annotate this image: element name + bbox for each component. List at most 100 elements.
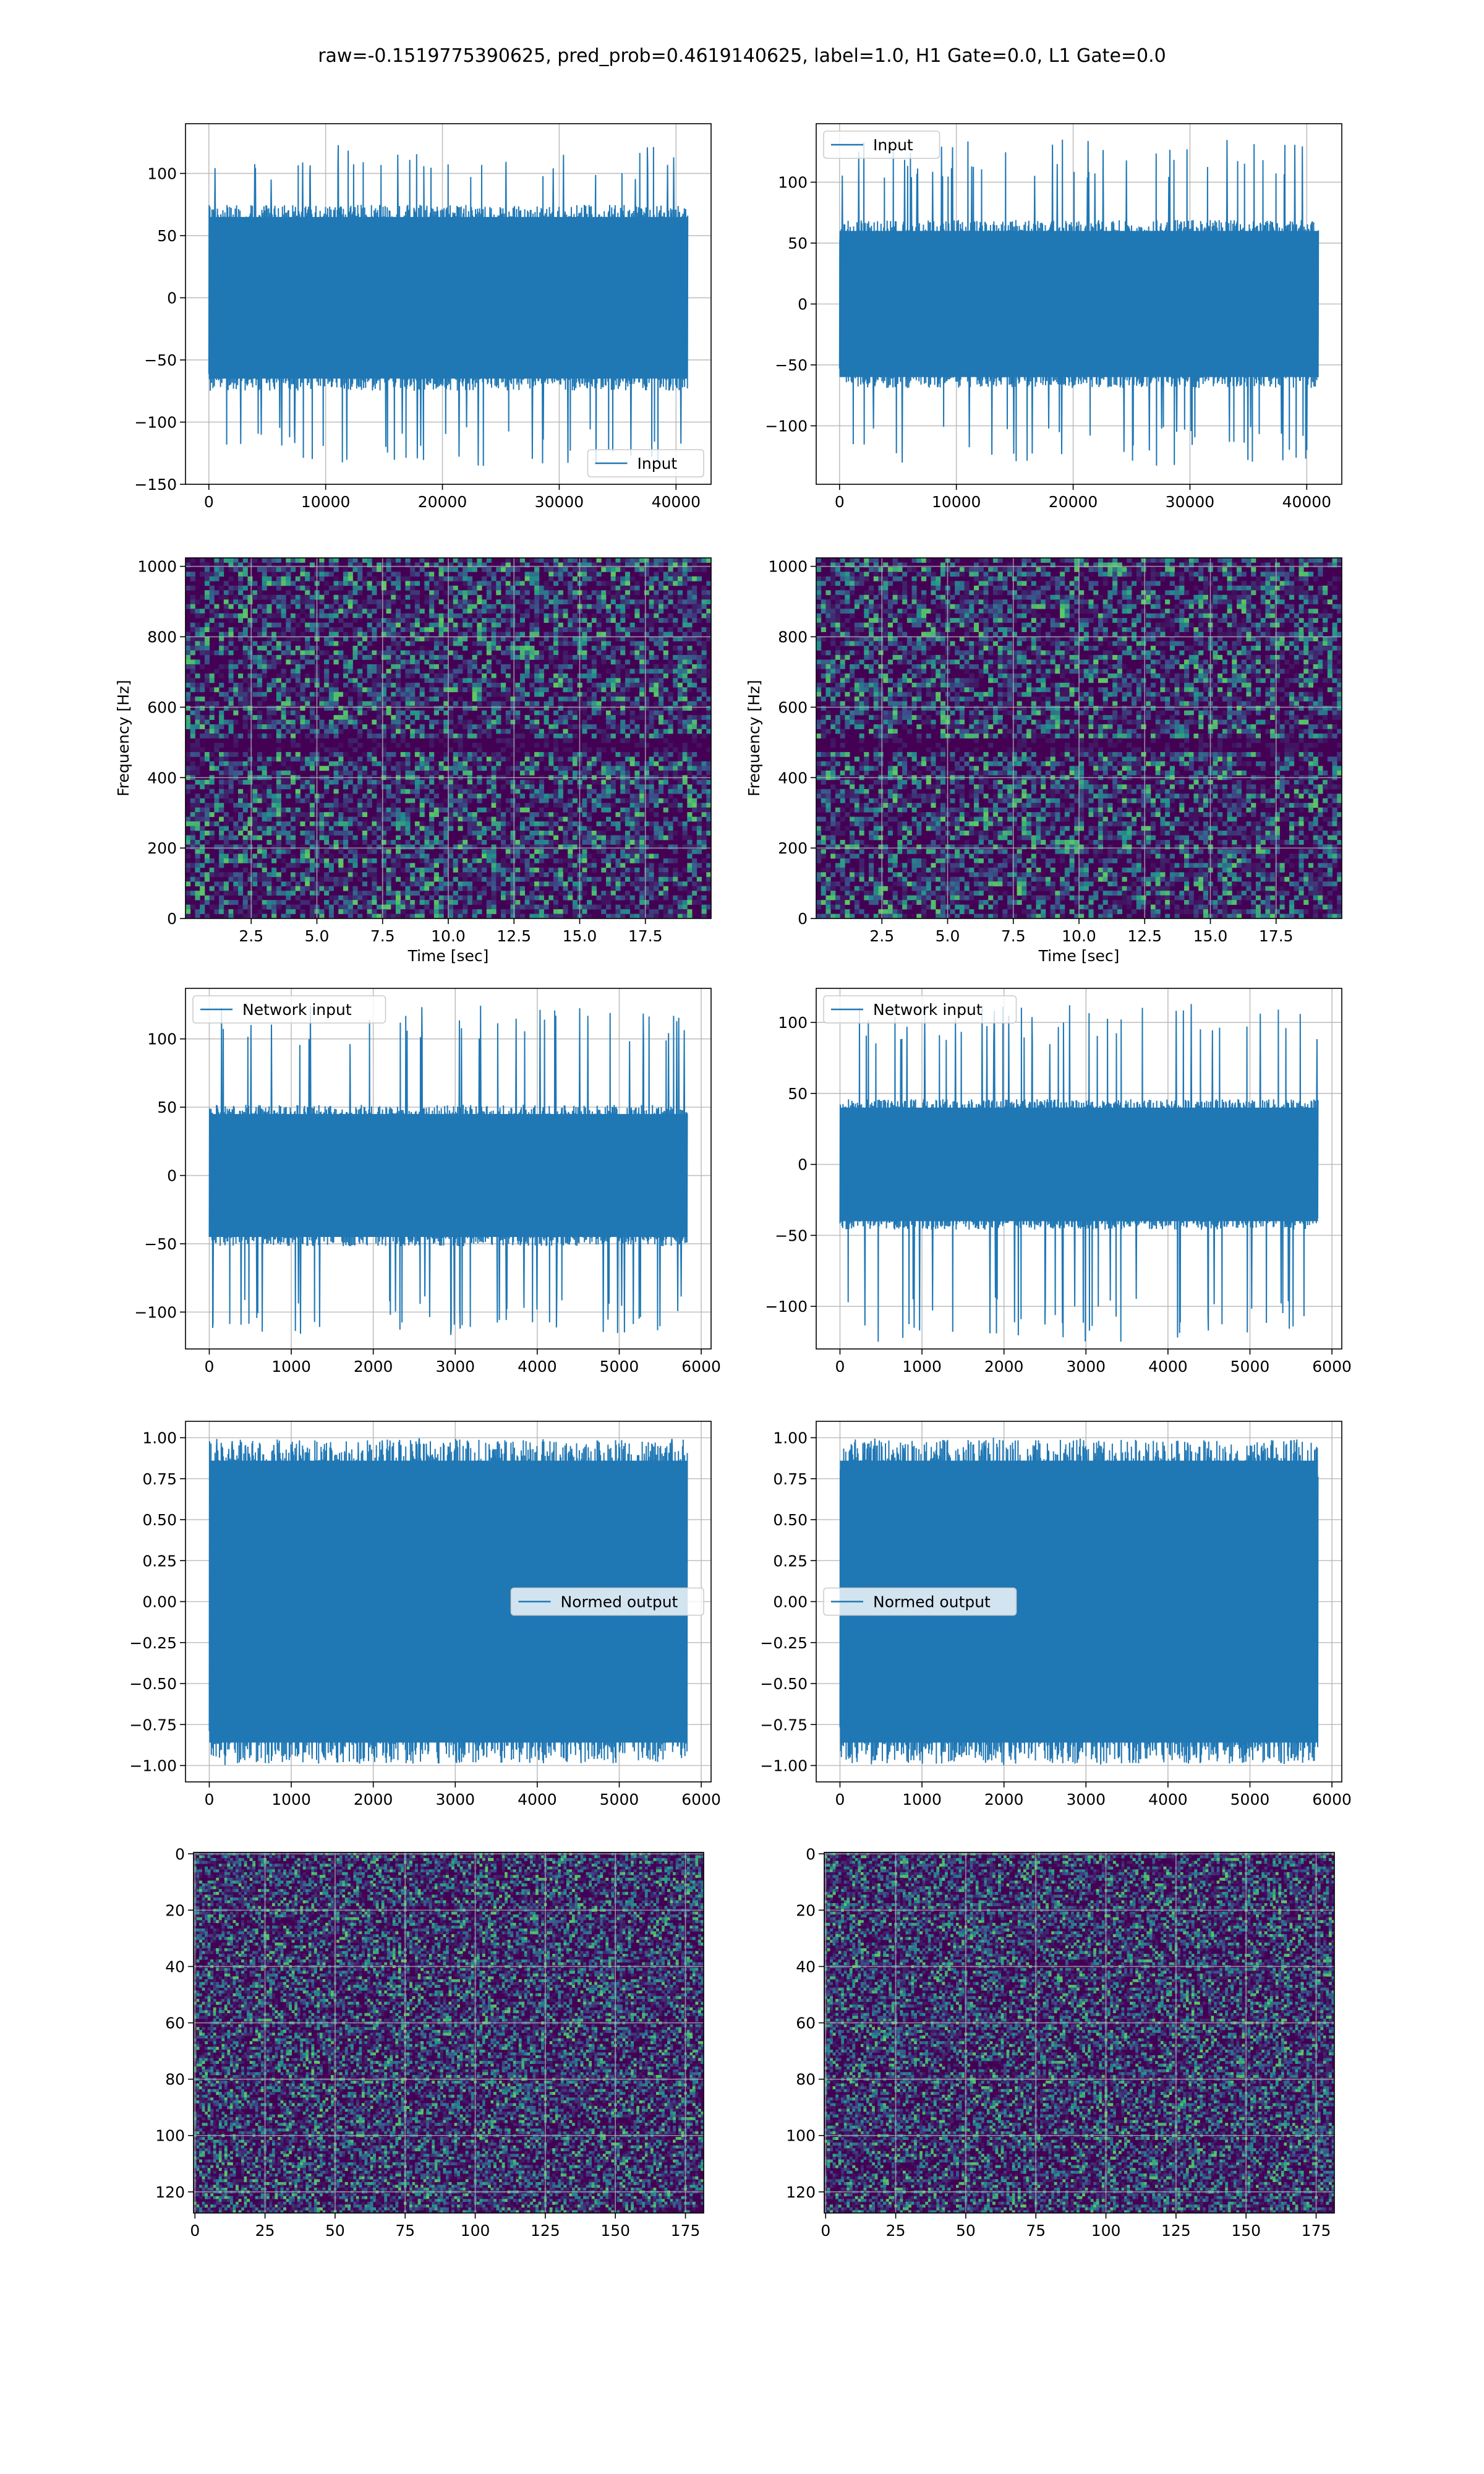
x-tick-label: 2000: [984, 1358, 1024, 1376]
plot-area: [816, 988, 1342, 1349]
y-tick-label: −50: [775, 356, 808, 374]
x-tick-label: 0: [835, 1358, 845, 1376]
grid-lines: [816, 558, 1342, 918]
y-tick-label: 0.75: [773, 1470, 808, 1488]
subplot-10-image-l1: 0 25 50 75 100 125 150 175 0 20 40 60 80 100 120: [786, 1845, 1335, 2240]
x-tick-label: 12.5: [497, 927, 531, 945]
x-tick-label: 5000: [1230, 1791, 1270, 1808]
x-tick-label: 15.0: [1193, 927, 1228, 945]
y-tick-label: 40: [165, 1958, 185, 1975]
x-axis-label: Time [sec]: [1038, 947, 1120, 965]
y-tick-label: 20: [796, 1901, 816, 1919]
x-tick-label: 175: [1302, 2222, 1331, 2240]
x-tick-label: 25: [255, 2222, 275, 2240]
legend-label: Input: [638, 455, 678, 473]
y-tick-label: 800: [147, 628, 177, 646]
y-tick-label: 200: [147, 839, 177, 857]
y-tick-label: −0.50: [129, 1675, 177, 1693]
y-tick-label: 0: [798, 296, 808, 314]
subplot-2-input-l1: 0 10000 20000 30000 40000 −100 −50 0 50 100 Input: [765, 123, 1342, 511]
y-axis-label: Frequency [Hz]: [114, 680, 132, 797]
grid-lines: [194, 1852, 704, 2213]
x-tick-label: 10.0: [431, 927, 466, 945]
y-tick-label: 50: [157, 1098, 177, 1116]
y-tick-label: 100: [155, 2127, 185, 2145]
x-tick-label: 0: [205, 1358, 215, 1376]
x-tick-label: 30000: [535, 493, 584, 511]
y-tick-label: 600: [147, 698, 177, 716]
plot-area: [824, 1852, 1334, 2213]
x-tick-label: 10.0: [1062, 927, 1096, 945]
y-tick-label: 0.00: [142, 1593, 177, 1611]
y-axis-label: Frequency [Hz]: [745, 680, 763, 797]
x-tick-label: 2000: [984, 1791, 1024, 1808]
y-tick-label: 600: [778, 698, 808, 716]
axes-frame: [824, 1852, 1335, 2214]
heatmap-cells: [824, 1852, 1334, 2213]
subplot-9-image-h1: 0 25 50 75 100 125 150 175 0 20 40 60 80 100 120: [155, 1845, 704, 2240]
x-tick-label: 1000: [271, 1358, 311, 1376]
axes-frame: [193, 1852, 704, 2214]
legend: Input: [587, 449, 704, 477]
y-tick-label: 100: [147, 165, 177, 182]
y-tick-label: 100: [147, 1030, 177, 1048]
plot-area: [186, 558, 711, 918]
y-tick-label: −100: [134, 413, 177, 431]
y-tick-label: 20: [165, 1901, 185, 1919]
y-tick-label: 100: [778, 174, 808, 192]
y-tick-label: −100: [765, 1298, 808, 1316]
legend-label: Normed output: [561, 1593, 678, 1611]
x-tick-label: 0: [204, 493, 214, 511]
y-tick-label: −50: [144, 1235, 177, 1253]
x-tick-label: 75: [1026, 2222, 1046, 2240]
x-tick-label: 20000: [1049, 493, 1098, 511]
y-tick-label: 100: [786, 2127, 816, 2145]
y-tick-label: −0.75: [129, 1716, 177, 1734]
y-tick-label: 1000: [768, 558, 808, 576]
legend: Input: [823, 131, 940, 159]
grid-lines: [186, 558, 711, 918]
x-tick-label: 7.5: [370, 927, 395, 945]
x-tick-label: 6000: [681, 1791, 721, 1808]
x-tick-label: 1000: [902, 1358, 942, 1376]
y-tick-label: −100: [765, 417, 808, 435]
axes-frame: [185, 988, 712, 1350]
x-tick-label: 2000: [354, 1791, 393, 1808]
x-tick-label: 10000: [932, 493, 981, 511]
y-tick-label: 0: [798, 1156, 808, 1174]
x-tick-label: 30000: [1166, 493, 1215, 511]
x-tick-label: 150: [1231, 2222, 1261, 2240]
y-tick-label: 400: [147, 769, 177, 787]
y-tick-label: −1.00: [129, 1757, 177, 1775]
x-tick-label: 150: [600, 2222, 630, 2240]
subplot-5-network-input-h1: 0 1000 2000 3000 4000 5000 6000 −100 −50 0 50 100 Ne…: [134, 988, 721, 1376]
x-tick-label: 5000: [600, 1791, 639, 1808]
x-tick-label: 4000: [1148, 1791, 1188, 1808]
y-tick-label: 0: [806, 1845, 816, 1863]
y-tick-label: 0.75: [142, 1470, 177, 1488]
series-dense-band: [840, 1107, 1318, 1222]
x-tick-label: 6000: [1312, 1358, 1352, 1376]
x-tick-label: 0: [821, 2222, 830, 2240]
y-tick-label: 400: [778, 769, 808, 787]
x-tick-label: 1000: [271, 1791, 311, 1808]
plot-area: [186, 124, 711, 484]
x-tick-label: 25: [886, 2222, 906, 2240]
axes-frame: [816, 988, 1342, 1350]
x-tick-label: 0: [205, 1791, 215, 1808]
x-tick-label: 3000: [1066, 1358, 1106, 1376]
heatmap-cells: [816, 558, 1342, 918]
x-tick-label: 175: [671, 2222, 701, 2240]
x-axis-label: Time [sec]: [407, 947, 489, 965]
y-tick-label: 0.25: [773, 1552, 808, 1570]
y-tick-label: 0.50: [773, 1511, 808, 1529]
y-tick-label: −0.50: [760, 1675, 808, 1693]
legend-label: Network input: [873, 1001, 983, 1019]
x-tick-label: 3000: [435, 1791, 475, 1808]
x-tick-label: 20000: [418, 493, 467, 511]
x-tick-label: 50: [325, 2222, 345, 2240]
x-tick-label: 5.0: [305, 927, 330, 945]
y-tick-label: −0.75: [760, 1716, 808, 1734]
x-tick-label: 3000: [435, 1358, 475, 1376]
x-tick-label: 15.0: [563, 927, 597, 945]
